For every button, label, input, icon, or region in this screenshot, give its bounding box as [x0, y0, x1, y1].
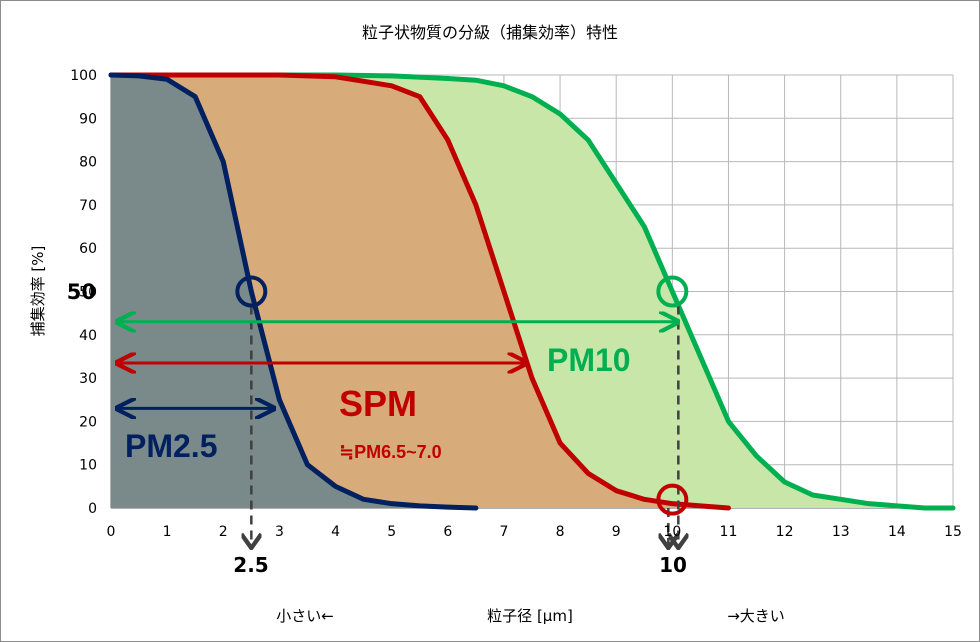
x-tick-label: 14	[888, 524, 906, 540]
y-tick-label: 80	[79, 155, 97, 171]
pm25-50-marker	[235, 275, 268, 308]
pm25-x-highlight-label: 2.5	[233, 553, 268, 577]
y-tick-label: 90	[79, 111, 97, 127]
x-tick-label: 11	[720, 524, 738, 540]
x-tick-label: 15	[944, 524, 962, 540]
pm10-x-highlight-label: 10	[659, 553, 687, 577]
x-hint-right: →大きい	[727, 607, 785, 625]
pm10-series-label: PM10	[547, 342, 631, 378]
x-tick-label: 10	[663, 524, 681, 540]
x-tick-label: 6	[443, 524, 452, 540]
chart-title: 粒子状物質の分級（捕集効率）特性	[362, 23, 618, 42]
x-tick-label: 8	[556, 524, 565, 540]
x-axis-label: 粒子径 [μm]	[487, 607, 573, 625]
y-tick-label: 10	[79, 458, 97, 474]
x-hint-left: 小さい←	[276, 607, 334, 625]
y-tick-label: 70	[79, 198, 97, 214]
y-tick-label: 30	[79, 371, 97, 387]
x-tick-label: 0	[107, 524, 116, 540]
pm10-line	[108, 72, 956, 511]
spm-marker	[656, 483, 689, 516]
guide-lines	[117, 275, 689, 549]
pm25-series-label: PM2.5	[125, 428, 217, 464]
x-tick-label: 5	[387, 524, 396, 540]
y-tick-label: 0	[88, 501, 97, 517]
x-tick-label: 3	[275, 524, 284, 540]
y-tick-label: 40	[79, 328, 97, 344]
y50-highlight-label: 50	[67, 280, 96, 304]
pm25-line	[108, 72, 479, 511]
y-tick-label: 100	[70, 68, 97, 84]
y-axis-label: 捕集効率 [%]	[29, 246, 47, 337]
x-tick-labels: 0 1 2 3 4 5 6 7 8 9 10 11 12 13 14 15	[107, 524, 962, 540]
x-tick-label: 13	[832, 524, 850, 540]
x-tick-label: 7	[499, 524, 508, 540]
y-tick-label: 50	[79, 285, 97, 301]
x-tick-label: 4	[331, 524, 340, 540]
x-tick-label: 2	[219, 524, 228, 540]
spm-sub-label: ≒PM6.5~7.0	[339, 442, 442, 462]
x-tick-label: 9	[612, 524, 621, 540]
pm10-50-marker	[656, 275, 689, 308]
y-tick-labels: 0 10 20 30 40 50 60 70 80 90 100	[70, 68, 97, 517]
spm-series-label: SPM	[339, 383, 417, 424]
x-tick-label: 1	[163, 524, 172, 540]
y-tick-label: 20	[79, 414, 97, 430]
x-tick-label: 12	[776, 524, 794, 540]
y-tick-label: 60	[79, 241, 97, 257]
